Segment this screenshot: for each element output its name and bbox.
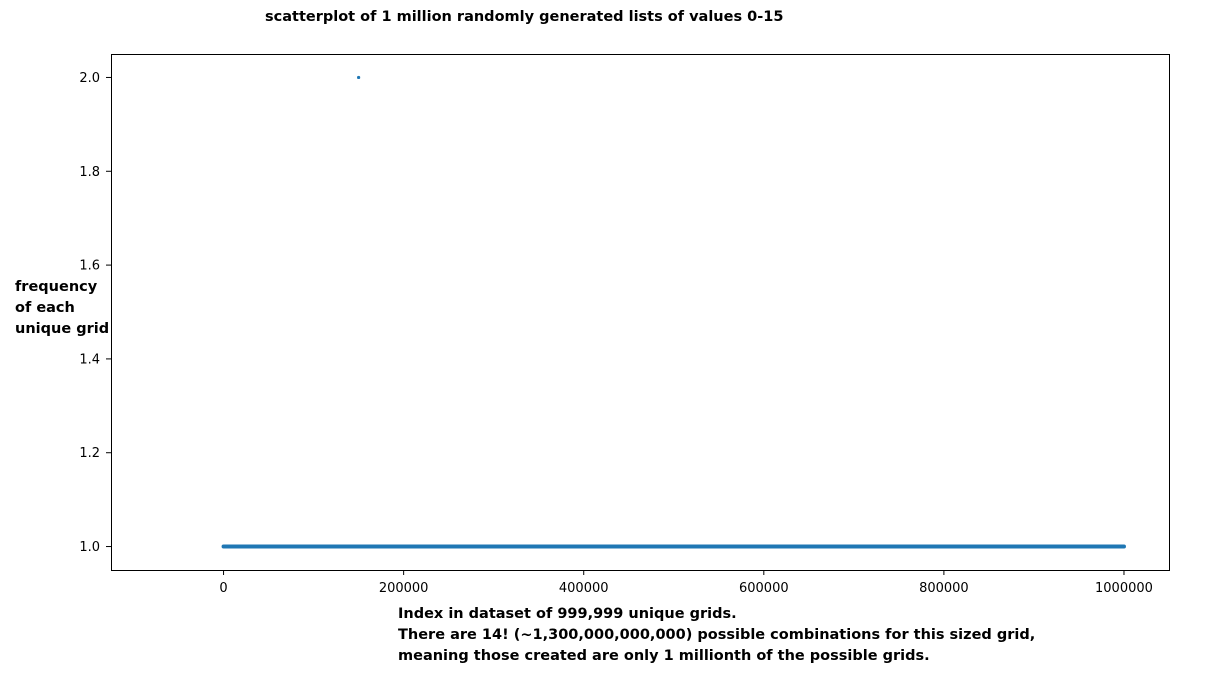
- y-axis-label-line: unique grid: [15, 321, 110, 337]
- y-tick-label: 1.0: [79, 540, 100, 555]
- chart-marks: [221, 75, 1126, 549]
- y-axis-label-line: frequency: [15, 279, 98, 295]
- y-tick-label: 1.8: [79, 165, 100, 180]
- chart-title: scatterplot of 1 million randomly genera…: [265, 9, 784, 25]
- data-point: [357, 75, 361, 80]
- y-tick-label: 1.4: [79, 352, 100, 367]
- x-axis: 0 200000 400000 600000 800000 1000000: [219, 570, 1153, 596]
- y-axis-label-line: of each: [15, 300, 75, 316]
- plot-frame: [111, 54, 1170, 571]
- x-tick-label: 800000: [919, 581, 969, 596]
- x-axis-label-line: meaning those created are only 1 million…: [398, 648, 930, 664]
- x-tick-label: 200000: [379, 581, 429, 596]
- x-axis-label-line: Index in dataset of 999,999 unique grids…: [398, 606, 737, 622]
- x-axis-label-line: There are 14! (~1,300,000,000,000) possi…: [398, 627, 1036, 643]
- y-tick-label: 1.2: [79, 446, 100, 461]
- y-axis-label: frequency of each unique grid: [15, 277, 109, 340]
- x-tick-label: 400000: [559, 581, 609, 596]
- y-axis: 1.0 1.2 1.4 1.6 1.8 2.0: [79, 71, 111, 555]
- x-tick-label: 0: [219, 581, 227, 596]
- y-tick-label: 1.6: [79, 259, 100, 274]
- x-tick-label: 1000000: [1095, 581, 1153, 596]
- x-tick-label: 600000: [739, 581, 789, 596]
- x-axis-label: Index in dataset of 999,999 unique grids…: [398, 604, 1035, 667]
- y-tick-label: 2.0: [79, 71, 100, 86]
